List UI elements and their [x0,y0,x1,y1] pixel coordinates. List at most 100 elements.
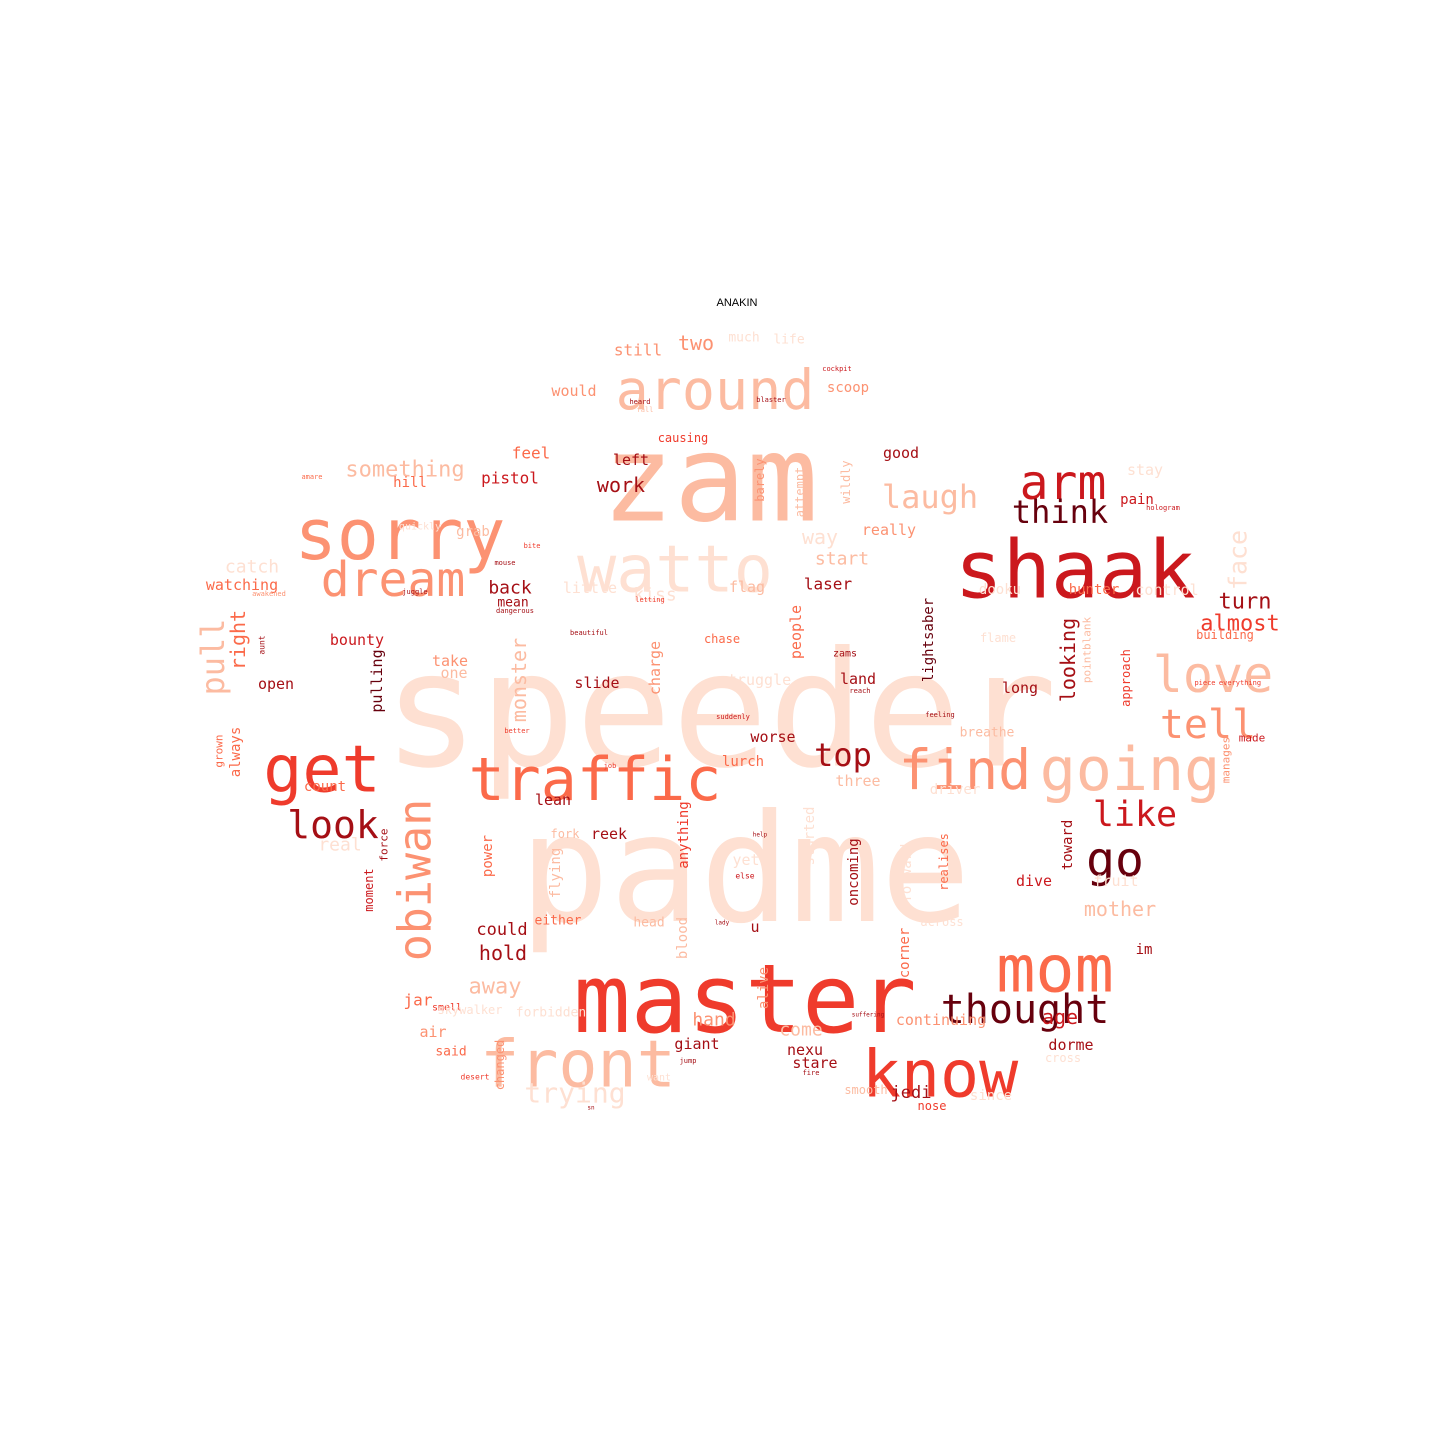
word-hunter: hunter [1069,582,1120,598]
word-nexu: nexu [787,1041,823,1059]
word-obiwan: obiwan [389,799,442,962]
word-life: life [773,333,804,348]
word-forbidden: forbidden [516,1006,586,1021]
word-slide: slide [574,674,619,692]
word-struggle: struggle [719,671,791,689]
word-want: want [647,1073,671,1084]
word-suddenly: suddenly [716,713,750,721]
word-sn: sn [587,1105,595,1112]
word-anything: anything [676,801,692,868]
word-smell: smell [432,1003,462,1014]
word-lean: lean [535,791,571,809]
word-grab: grab [456,524,490,540]
word-still: still [614,341,662,360]
word-top: top [814,736,872,774]
word-awakened: awakened [252,590,286,598]
word-good: good [883,444,919,462]
word-pointblank: pointblank [1081,617,1094,684]
word-watching: watching [206,576,278,594]
word-something: something [345,458,464,483]
word-think: think [1012,493,1108,531]
word-find: find [899,738,1031,802]
word-pull: pull [194,618,232,695]
word-building: building [1196,628,1254,642]
word-skywalker: skywalker [437,1003,502,1017]
word-amare: amare [301,473,322,481]
word-nose: nose [918,1099,947,1113]
word-wildly: wildly [839,460,853,503]
word-forward: forward [899,843,915,902]
word-causing: causing [658,431,709,445]
word-master: master [573,945,916,1055]
word-fire: fire [803,1069,820,1077]
word-lurch: lurch [722,754,764,770]
word-pain: pain [1120,492,1154,508]
word-grown: grown [213,734,226,767]
word-back: back [488,578,532,599]
word-could: could [476,920,527,940]
word-laugh: laugh [882,478,978,516]
word-job: job [604,762,617,770]
word-way: way [802,525,838,549]
word-attempt: attempt [793,467,807,518]
word-really: really [862,521,916,539]
word-driver: driver [930,782,981,798]
word-smooth: smooth [844,1083,887,1097]
word-heard: heard [629,398,650,406]
word-get: get [263,733,380,808]
word-little: little [563,579,617,597]
word-yet: yet [732,851,759,869]
word-age: age [1042,1005,1078,1029]
word-oncoming: oncoming [846,838,862,905]
word-flag: flag [729,578,765,596]
word-people: people [787,605,805,659]
word-piece: piece [1194,679,1215,687]
word-said: said [435,1045,466,1060]
word-cockpit: cockpit [822,365,852,373]
word-bounty: bounty [330,631,384,649]
word-giant: giant [674,1035,719,1053]
word-work: work [597,473,645,497]
word-like: like [1093,795,1177,835]
word-desert: desert [461,1073,490,1082]
word-always: always [228,727,244,778]
word-kiss: kiss [633,585,676,606]
word-flying: flying [548,848,564,899]
word-juggle: juggle [402,588,427,596]
word-looking: looking [1056,618,1080,702]
word-control: control [1135,581,1198,599]
word-tell: tell [1160,702,1256,748]
word-pulling: pulling [368,649,386,712]
word-much: much [728,331,759,346]
word-monster: monster [507,638,531,722]
word-dream: dream [321,552,466,608]
word-bite: bite [524,542,541,550]
word-one: one [440,664,467,682]
word-breathe: breathe [960,726,1015,741]
word-reach: reach [849,687,870,695]
word-across: across [920,915,963,929]
word-front: front [480,1028,676,1103]
word-dorme: dorme [1048,1036,1093,1054]
word-dooku: dooku [979,582,1021,598]
word-worse: worse [750,728,795,746]
word-scoop: scoop [827,380,869,396]
word-feel: feel [512,444,551,463]
word-blaster: blaster [756,396,786,404]
word-take: take [432,652,468,670]
word-stay: stay [1127,461,1163,479]
word-beautiful: beautiful [570,629,608,637]
word-letting: letting [635,596,665,604]
word-jar: jar [404,991,433,1010]
word-look: look [287,803,379,847]
word-fork: fork [551,827,581,841]
word-left: left [613,451,649,469]
word-alive: alive [756,967,772,1009]
word-u: u [750,918,759,936]
word-corner: corner [897,928,913,979]
word-jedi: jedi [891,1083,932,1103]
word-suffering: suffering [852,1012,885,1019]
word-right: right [226,610,250,670]
word-else: else [735,872,754,881]
